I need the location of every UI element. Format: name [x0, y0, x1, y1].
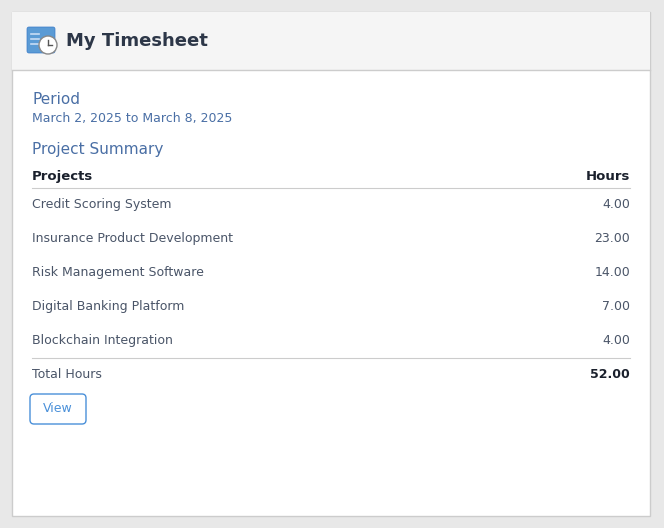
- FancyBboxPatch shape: [27, 27, 55, 53]
- Text: 52.00: 52.00: [590, 368, 630, 381]
- Text: View: View: [43, 402, 73, 416]
- FancyBboxPatch shape: [12, 12, 650, 516]
- Text: Total Hours: Total Hours: [32, 368, 102, 381]
- Circle shape: [39, 36, 57, 54]
- Text: 23.00: 23.00: [594, 232, 630, 245]
- Text: Digital Banking Platform: Digital Banking Platform: [32, 300, 185, 313]
- Text: 14.00: 14.00: [594, 266, 630, 279]
- Text: Insurance Product Development: Insurance Product Development: [32, 232, 233, 245]
- Text: Projects: Projects: [32, 170, 93, 183]
- Text: Credit Scoring System: Credit Scoring System: [32, 198, 171, 211]
- Text: Project Summary: Project Summary: [32, 142, 163, 157]
- Text: My Timesheet: My Timesheet: [66, 32, 208, 50]
- Text: Period: Period: [32, 92, 80, 107]
- Text: 4.00: 4.00: [602, 334, 630, 347]
- Text: 4.00: 4.00: [602, 198, 630, 211]
- Text: Hours: Hours: [586, 170, 630, 183]
- Text: 7.00: 7.00: [602, 300, 630, 313]
- Text: March 2, 2025 to March 8, 2025: March 2, 2025 to March 8, 2025: [32, 112, 232, 125]
- FancyBboxPatch shape: [30, 394, 86, 424]
- Text: Risk Management Software: Risk Management Software: [32, 266, 204, 279]
- FancyBboxPatch shape: [12, 12, 650, 70]
- Text: Blockchain Integration: Blockchain Integration: [32, 334, 173, 347]
